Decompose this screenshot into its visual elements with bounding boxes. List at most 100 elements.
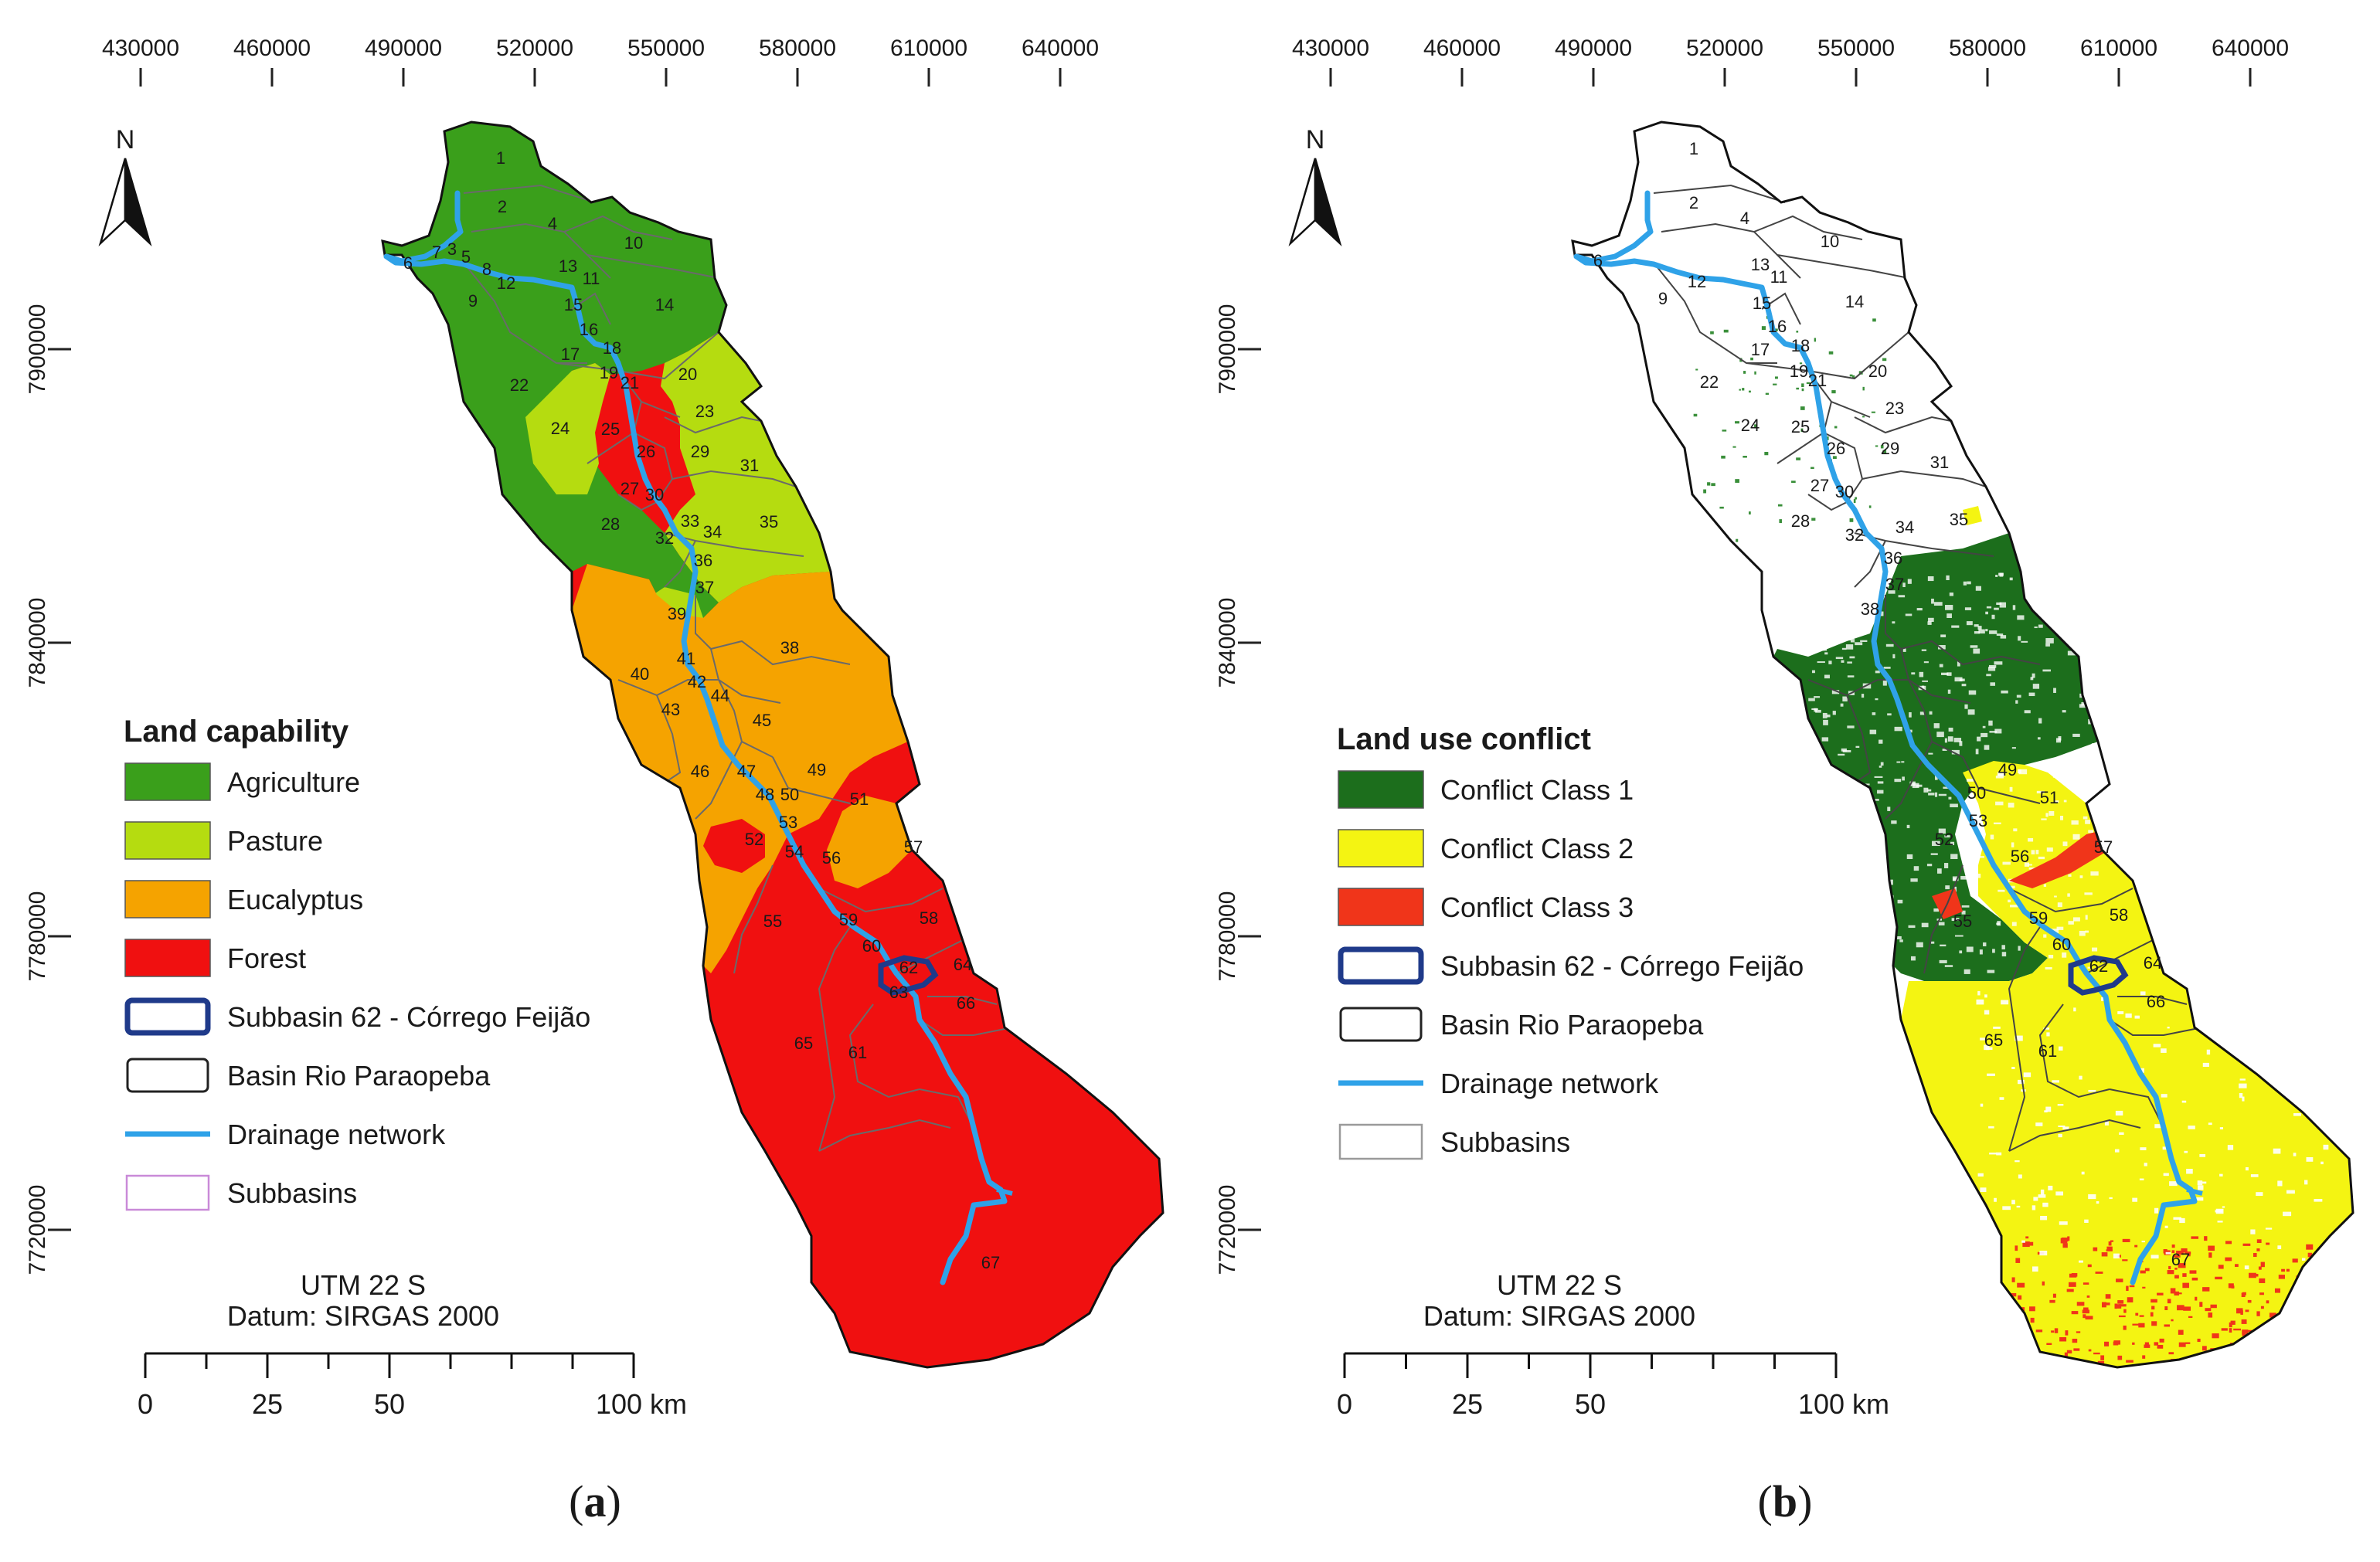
gap-speckle — [2153, 1044, 2161, 1048]
y-tick-label: 7780000 — [1215, 891, 1240, 982]
gap-speckle — [1934, 792, 1938, 797]
gap-speckle — [1963, 581, 1967, 586]
subbasin-line — [1807, 494, 1848, 511]
class-3-speckle — [2114, 1303, 2117, 1309]
class-3-speckle — [2229, 1322, 2232, 1328]
subbasin-label: 19 — [600, 363, 618, 382]
class-1-speckle — [1779, 519, 1782, 524]
subbasin-label: 8 — [482, 260, 491, 279]
subbasin-label: 25 — [601, 419, 620, 439]
class-3-speckle — [2159, 1338, 2164, 1343]
gap-speckle — [1959, 741, 1963, 746]
subbasin-label: 52 — [745, 830, 763, 849]
gap-speckle — [1835, 657, 1844, 660]
gap-speckle — [1944, 738, 1947, 743]
class-3-speckle — [2106, 1302, 2110, 1306]
eucalyptus-zone — [827, 796, 912, 888]
gap-speckle — [1927, 576, 1934, 582]
gap-speckle — [2196, 1197, 2204, 1201]
legend-swatch — [1338, 770, 1424, 809]
gap-speckle — [1919, 671, 1924, 677]
gap-speckle — [2054, 895, 2057, 898]
class-3-patch — [2009, 827, 2117, 888]
class-1-speckle — [1739, 389, 1741, 391]
class-3-speckle — [2311, 1277, 2317, 1280]
subbasin-line — [463, 262, 587, 364]
gap-speckle — [1967, 799, 1970, 803]
gap-speckle — [2314, 1199, 2323, 1202]
gap-speckle — [1977, 626, 1982, 630]
class-3-speckle — [2076, 1302, 2085, 1306]
gap-speckle — [1814, 696, 1821, 698]
class-3-speckle — [2178, 1329, 2184, 1335]
class-3-speckle — [2230, 1320, 2236, 1325]
gap-speckle — [2032, 673, 2035, 678]
gap-speckle — [2063, 800, 2067, 803]
gap-speckle — [2042, 1202, 2048, 1207]
gap-speckle — [2215, 1208, 2224, 1214]
gap-speckle — [2184, 1150, 2188, 1153]
gap-speckle — [1892, 654, 1896, 659]
gap-speckle — [1902, 648, 1906, 652]
class-3-speckle — [2071, 1272, 2078, 1277]
gap-speckle — [2150, 1255, 2159, 1259]
legend-label: Subbasin 62 - Córrego Feijão — [227, 1001, 590, 1033]
gap-speckle — [2227, 1145, 2234, 1150]
x-tick-label: 610000 — [2080, 36, 2157, 61]
gap-speckle — [2017, 1079, 2025, 1085]
class-3-speckle — [2139, 1315, 2144, 1317]
class-3-speckle — [2129, 1285, 2135, 1288]
gap-speckle — [2250, 1229, 2256, 1234]
class-3-speckle — [2100, 1355, 2105, 1360]
gap-speckle — [2067, 893, 2070, 897]
subbasin-label: 30 — [1835, 482, 1854, 501]
gap-speckle — [1977, 990, 1980, 996]
subbasin-label: 53 — [1969, 811, 1987, 830]
gap-speckle — [1995, 775, 2004, 779]
x-tick-label: 520000 — [496, 36, 573, 61]
gap-speckle — [2034, 581, 2040, 585]
gap-speckle — [2086, 643, 2090, 645]
gap-speckle — [1943, 786, 1950, 789]
class-3-speckle — [2284, 1312, 2290, 1318]
gap-speckle — [2119, 1132, 2124, 1135]
gap-speckle — [1865, 783, 1870, 786]
class-3-speckle — [2204, 1236, 2208, 1241]
gap-speckle — [2058, 736, 2062, 741]
class-3-speckle — [2225, 1241, 2232, 1245]
map-panel-b: 430000 460000 490000 520000 550000 580000 6100… — [1190, 0, 2380, 1562]
class-1-speckle — [1719, 506, 1724, 509]
class-3-speckle — [2259, 1278, 2266, 1283]
class-3-speckle — [2054, 1328, 2059, 1333]
gap-speckle — [1841, 748, 1847, 752]
gap-speckle — [1809, 803, 1817, 808]
class-1-speckle — [1862, 416, 1865, 418]
class-1-speckle — [1732, 446, 1736, 448]
class-3-speckle — [2241, 1292, 2246, 1298]
class-1-speckle — [1791, 480, 1796, 484]
subbasin-label: 58 — [2110, 905, 2128, 925]
subbasin-label: 13 — [559, 256, 577, 276]
class-3-speckle — [2106, 1249, 2113, 1251]
gap-speckle — [1912, 783, 1919, 789]
class-3-speckle — [2028, 1241, 2034, 1246]
gap-speckle — [2059, 1221, 2068, 1225]
class-3-speckle — [2242, 1329, 2249, 1334]
gap-speckle — [1921, 649, 1927, 651]
gap-speckle — [2002, 1206, 2011, 1211]
gap-speckle — [1954, 677, 1963, 682]
gap-speckle — [1911, 672, 1916, 675]
gap-speckle — [1938, 922, 1945, 925]
class-3-speckle — [2105, 1294, 2111, 1299]
class-1-speckle — [1774, 376, 1778, 379]
gap-speckle — [1916, 784, 1923, 787]
subbasin-label: 15 — [564, 295, 583, 314]
gap-speckle — [1970, 645, 1978, 648]
gap-speckle — [1838, 785, 1847, 787]
subbasin-label: 49 — [1998, 760, 2017, 779]
gap-speckle — [2001, 952, 2007, 957]
gap-speckle — [2140, 991, 2146, 996]
gap-speckle — [1808, 698, 1815, 701]
subbasin-label: 26 — [637, 442, 655, 461]
gap-speckle — [1966, 946, 1974, 952]
